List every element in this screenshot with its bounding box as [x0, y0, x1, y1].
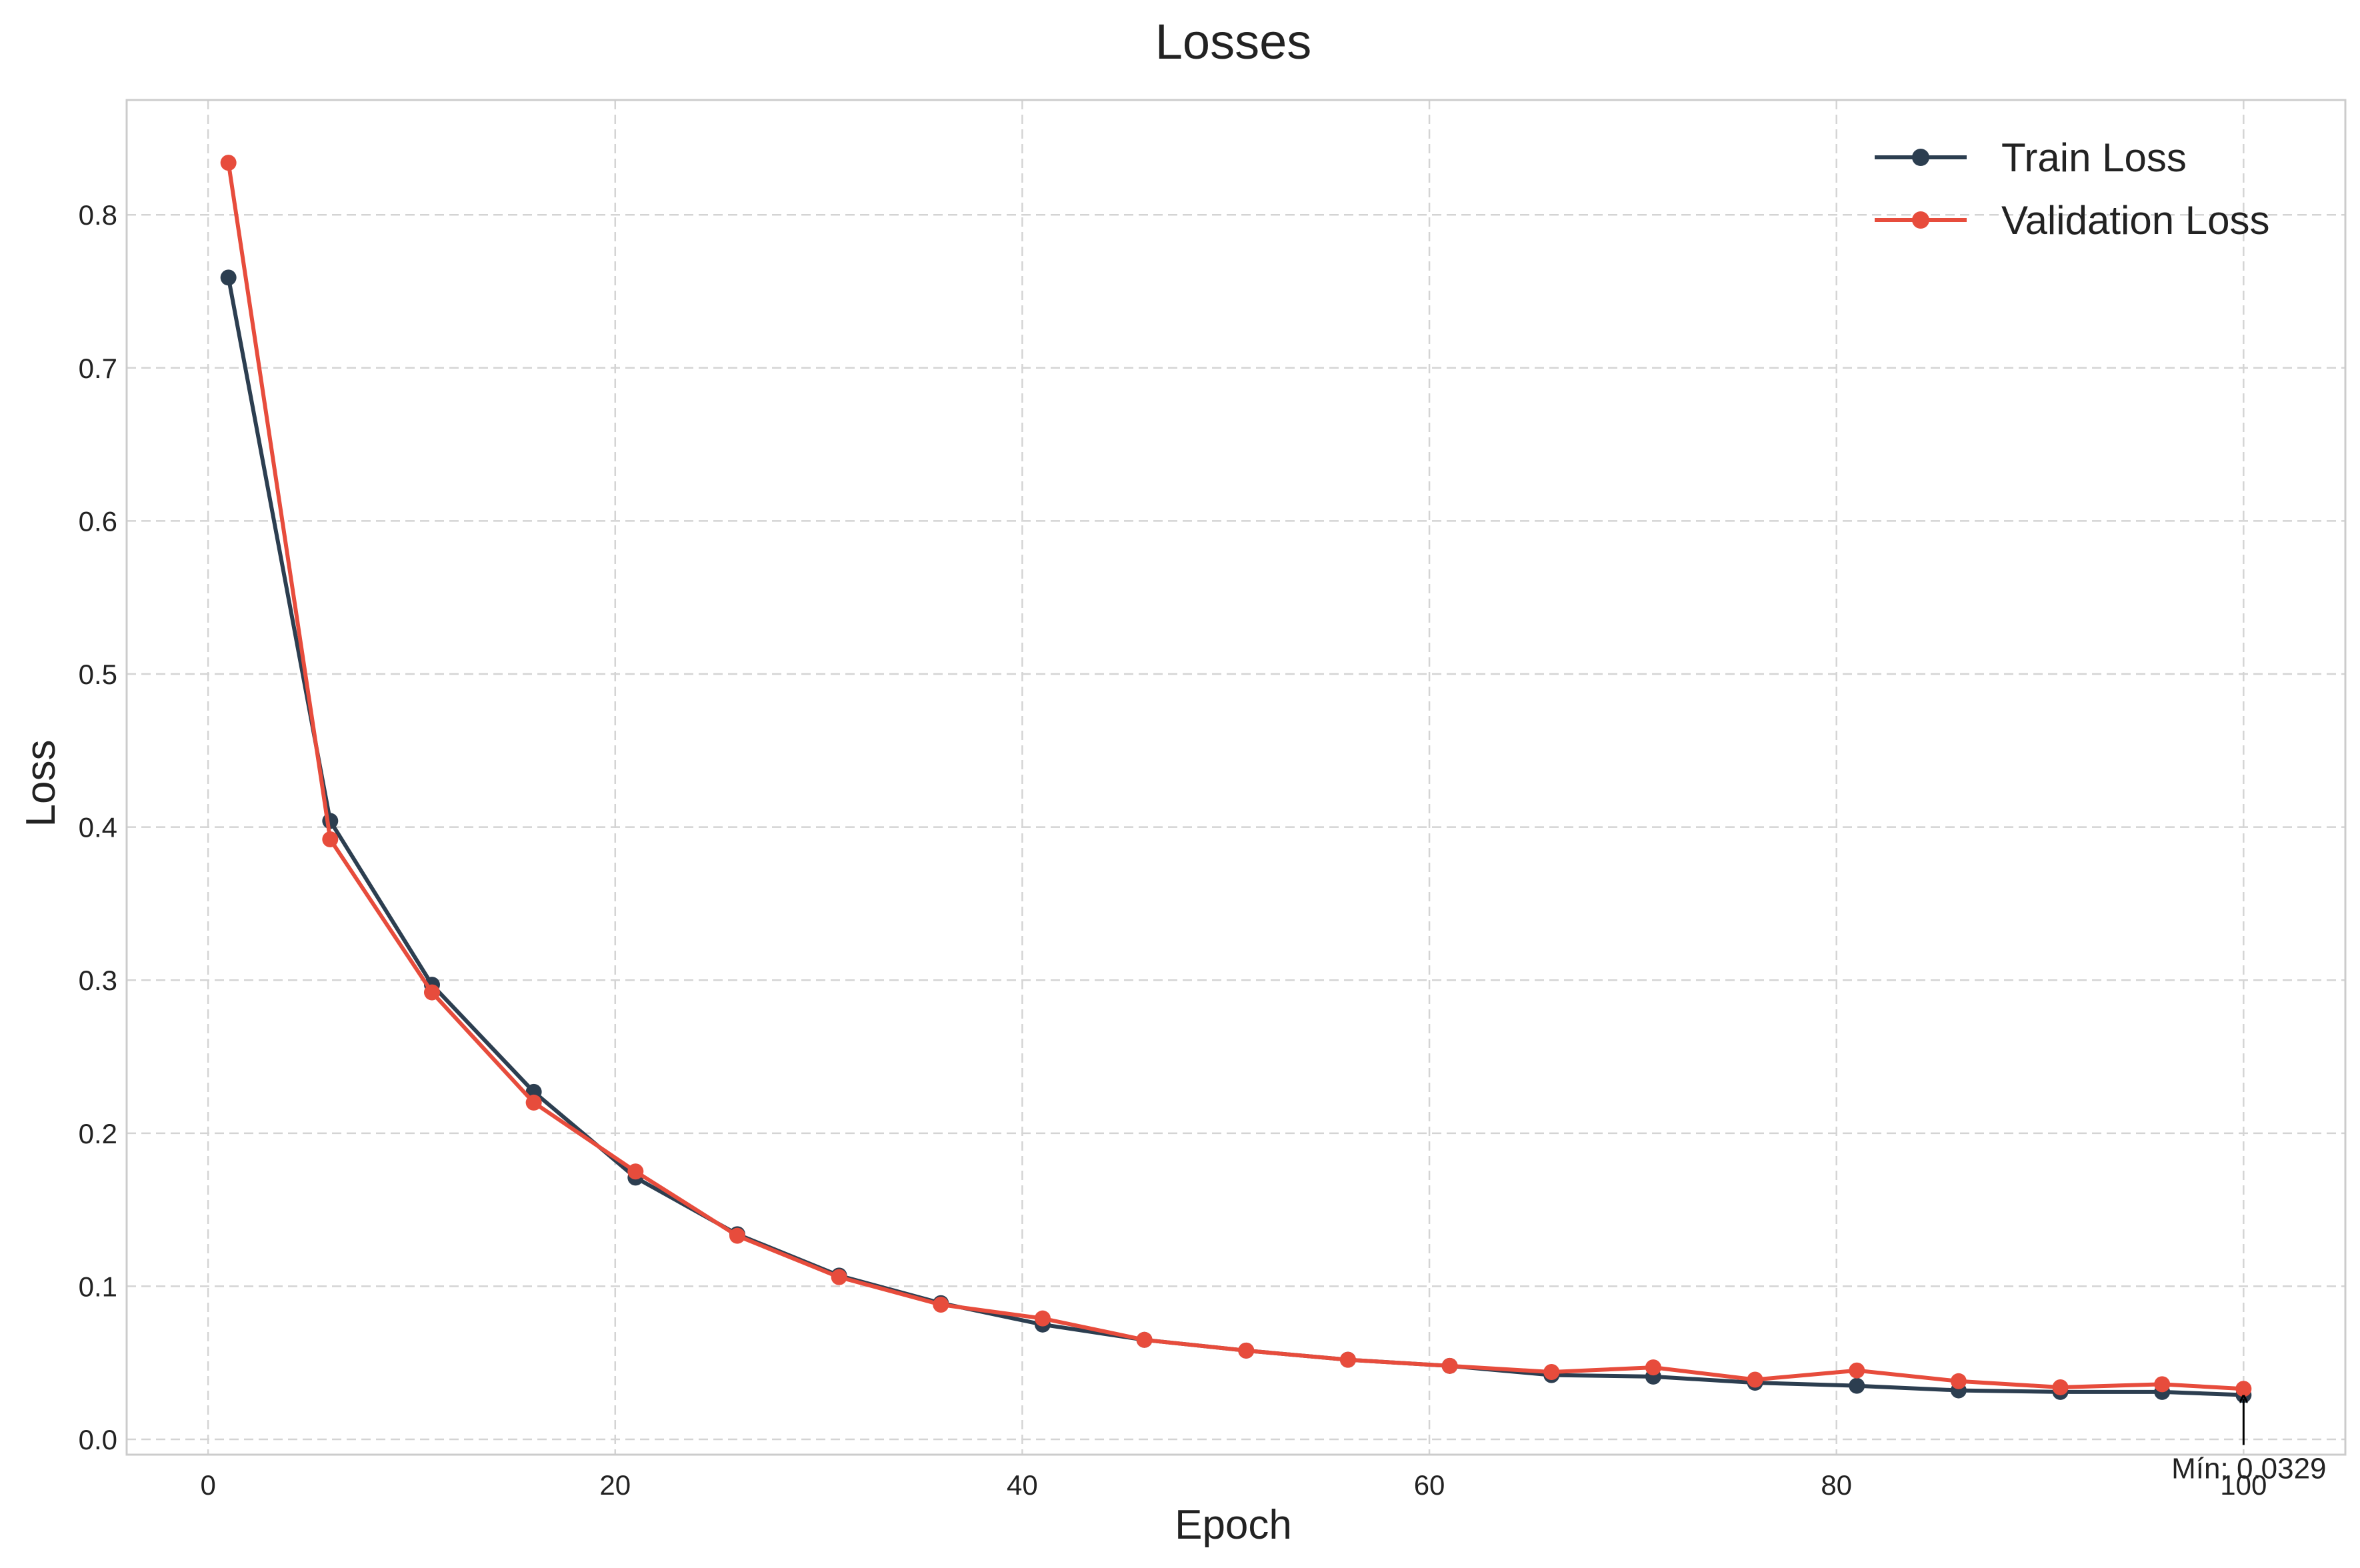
data-point: [1543, 1364, 1560, 1381]
legend-label: Train Loss: [2001, 135, 2187, 180]
min-annotation-label: Mín: 0.0329: [2171, 1452, 2326, 1485]
data-point: [1136, 1331, 1153, 1348]
data-point: [1339, 1351, 1356, 1368]
y-tick-label: 0.0: [79, 1424, 117, 1455]
x-tick-label: 80: [1821, 1469, 1852, 1501]
grid-lines: [127, 100, 2345, 1455]
data-point: [1645, 1359, 1661, 1376]
y-tick-label: 0.1: [79, 1271, 117, 1302]
x-tick-label: 20: [599, 1469, 631, 1501]
y-axis-label: Loss: [18, 740, 64, 827]
x-axis-label: Epoch: [1175, 1502, 1292, 1548]
data-point: [2154, 1376, 2171, 1393]
data-point: [729, 1227, 745, 1244]
data-point: [322, 831, 339, 847]
legend-entry: Train Loss: [1875, 135, 2187, 180]
y-tick-label: 0.6: [79, 505, 117, 537]
legend: Train Loss Validation Loss: [1875, 135, 2269, 243]
data-point: [1849, 1362, 1865, 1379]
x-tick-label: 0: [200, 1469, 215, 1501]
data-point: [1441, 1357, 1458, 1374]
data-point: [1849, 1377, 1865, 1394]
data-point: [831, 1269, 847, 1285]
chart-title: Losses: [1155, 14, 1311, 69]
data-point: [1238, 1342, 1255, 1359]
legend-entry: Validation Loss: [1875, 198, 2269, 243]
data-point: [220, 269, 237, 286]
series-validation-loss: [220, 155, 2252, 1397]
x-tick-label: 60: [1414, 1469, 1445, 1501]
data-point: [627, 1163, 644, 1180]
series-train-loss: [220, 269, 2252, 1403]
data-point: [1950, 1373, 1967, 1389]
y-tick-label: 0.4: [79, 812, 117, 843]
data-point: [2235, 1381, 2252, 1397]
y-tick-label: 0.7: [79, 353, 117, 384]
y-axis-ticks: 0.0 0.1 0.2 0.3 0.4 0.5 0.6 0.7 0.8: [79, 199, 117, 1455]
series-line: [226, 277, 2244, 1397]
data-point: [933, 1296, 949, 1313]
y-tick-label: 0.2: [79, 1118, 117, 1149]
x-axis-ticks: 0 20 40 60 80 100: [200, 1469, 2267, 1501]
data-point: [423, 984, 440, 1001]
data-point: [525, 1094, 542, 1111]
legend-label: Validation Loss: [2001, 198, 2269, 243]
y-tick-label: 0.3: [79, 965, 117, 996]
data-point: [220, 155, 237, 171]
legend-marker: [1912, 211, 1929, 229]
plot-area: [125, 99, 2347, 1456]
x-tick-label: 40: [1007, 1469, 1038, 1501]
series-line: [226, 162, 2244, 1391]
y-tick-label: 0.8: [79, 199, 117, 231]
min-annotation: Mín: 0.0329: [2171, 1399, 2327, 1485]
series-layer: [220, 155, 2252, 1403]
x-tick-label: 100: [2220, 1469, 2267, 1501]
data-point: [1034, 1310, 1051, 1327]
y-tick-label: 0.5: [79, 659, 117, 690]
legend-marker: [1912, 149, 1929, 166]
data-point: [2052, 1379, 2069, 1395]
data-point: [1747, 1371, 1763, 1388]
